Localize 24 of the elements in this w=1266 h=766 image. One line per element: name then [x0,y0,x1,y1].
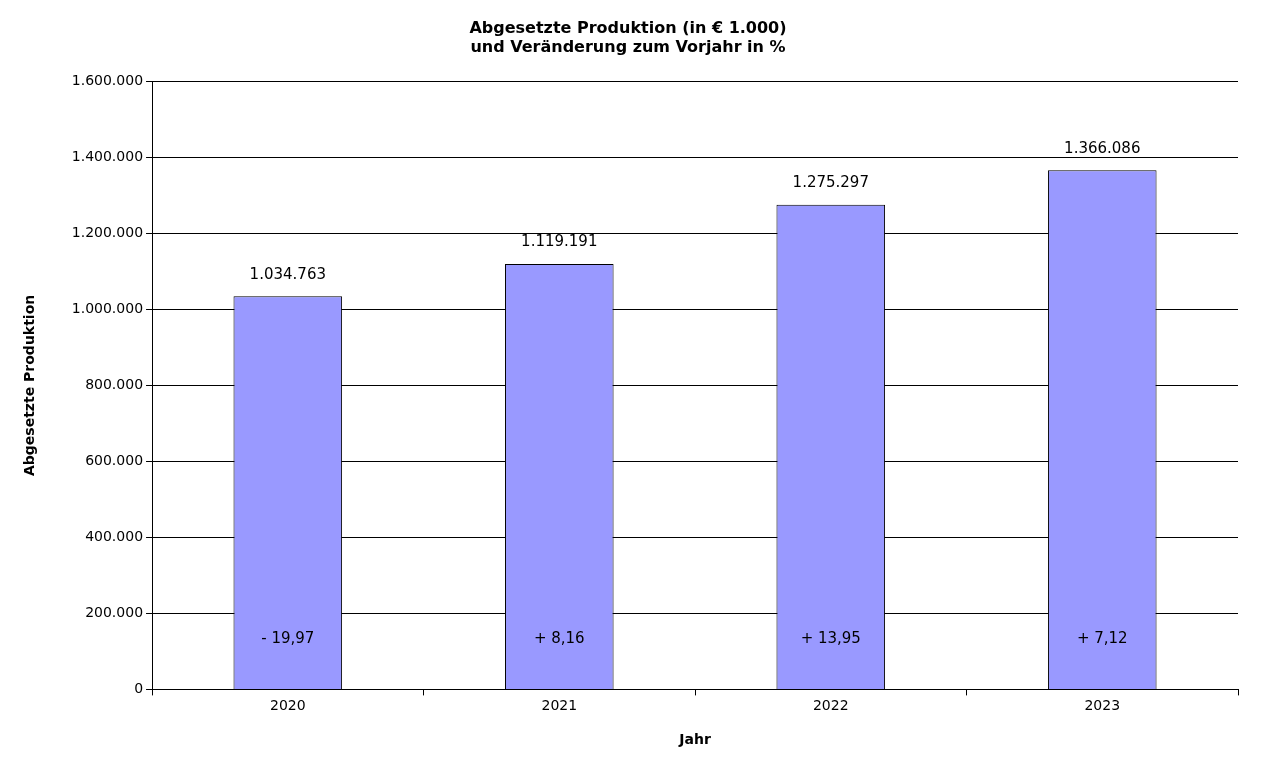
x-axis-title: Jahr [678,731,711,748]
y-axis-title: Abgesetzte Produktion [21,294,38,477]
y-tick-label: 600.000 [85,452,144,469]
data-label: 1.034.763 [249,264,326,283]
annotation: + 7,12 [1076,629,1128,648]
annotation: + 13,95 [800,629,861,648]
y-tick-label: 1.200.000 [71,224,144,241]
x-tick-label: 2020 [269,697,306,714]
x-tick-label: 2022 [812,697,849,714]
chart-title: Abgesetzte Produktion (in € 1.000) und Veränderung zum Vorjahr in % [469,17,787,56]
y-tick-label: 200.000 [85,604,144,621]
y-tick-label: 800.000 [85,376,144,393]
data-label: 1.366.086 [1064,138,1141,157]
annotation: - 19,97 [261,629,315,648]
annotation: + 8,16 [533,629,585,648]
x-tick-label: 2023 [1084,697,1121,714]
y-tick-label: 400.000 [85,528,144,545]
y-tick-label: 0 [134,680,144,697]
y-tick-label: 1.600.000 [71,72,144,89]
y-tick-label: 1.000.000 [71,300,144,317]
x-tick-label: 2021 [541,697,578,714]
data-label: 1.275.297 [792,173,869,192]
data-label: 1.119.191 [521,232,598,251]
y-tick-label: 1.400.000 [71,148,144,165]
